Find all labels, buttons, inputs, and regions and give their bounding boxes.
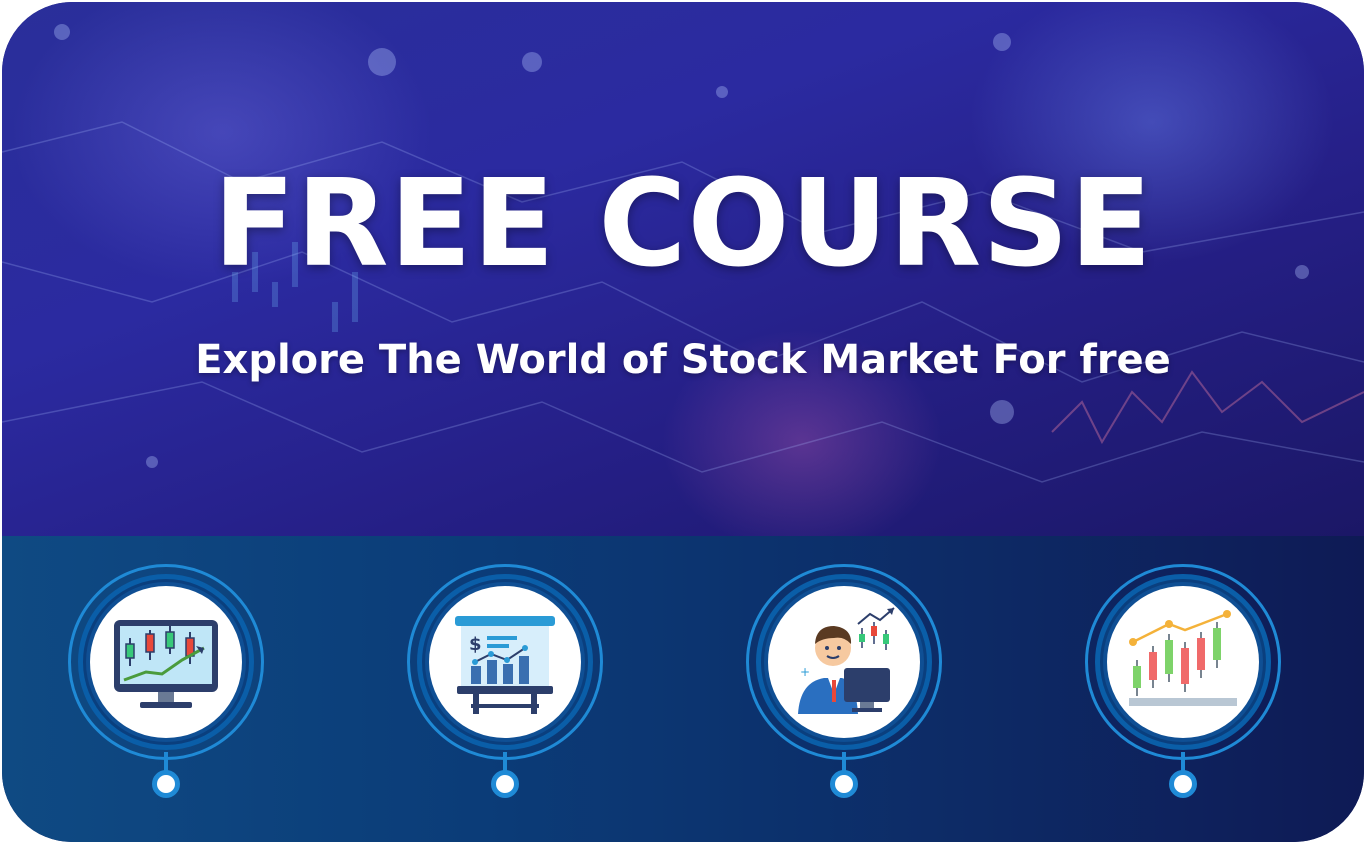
svg-text:+: + bbox=[800, 665, 810, 679]
feature-icon-circle bbox=[90, 586, 242, 738]
feature-dot bbox=[152, 770, 180, 798]
presentation-board-icon: $ bbox=[455, 616, 555, 714]
feature-icon-circle bbox=[1107, 586, 1259, 738]
feature-item-trader-at-desk[interactable]: + bbox=[746, 564, 946, 804]
feature-dot bbox=[491, 770, 519, 798]
feature-item-presentation-board[interactable]: $ bbox=[407, 564, 607, 804]
feature-connector bbox=[164, 752, 168, 772]
feature-item-candlestick-monitor[interactable] bbox=[68, 564, 268, 804]
feature-dot bbox=[830, 770, 858, 798]
market-background-graphic bbox=[2, 24, 1364, 483]
page-subtitle: Explore The World of Stock Market For fr… bbox=[195, 337, 1171, 383]
feature-connector bbox=[503, 752, 507, 772]
feature-connector bbox=[1181, 752, 1185, 772]
feature-icon-circle: $ bbox=[429, 586, 581, 738]
feature-icon-circle: + bbox=[768, 586, 920, 738]
feature-item-candlestick-chart[interactable] bbox=[1085, 564, 1285, 804]
feature-dot bbox=[1169, 770, 1197, 798]
feature-connector bbox=[842, 752, 846, 772]
svg-text:$: $ bbox=[469, 634, 482, 655]
trader-at-desk-icon: + bbox=[798, 607, 895, 714]
hero-section: FREE COURSE Explore The World of Stock M… bbox=[2, 2, 1364, 536]
page-title: FREE COURSE bbox=[213, 155, 1153, 294]
candlestick-chart-icon bbox=[1129, 610, 1237, 706]
candlestick-monitor-icon bbox=[114, 620, 218, 708]
